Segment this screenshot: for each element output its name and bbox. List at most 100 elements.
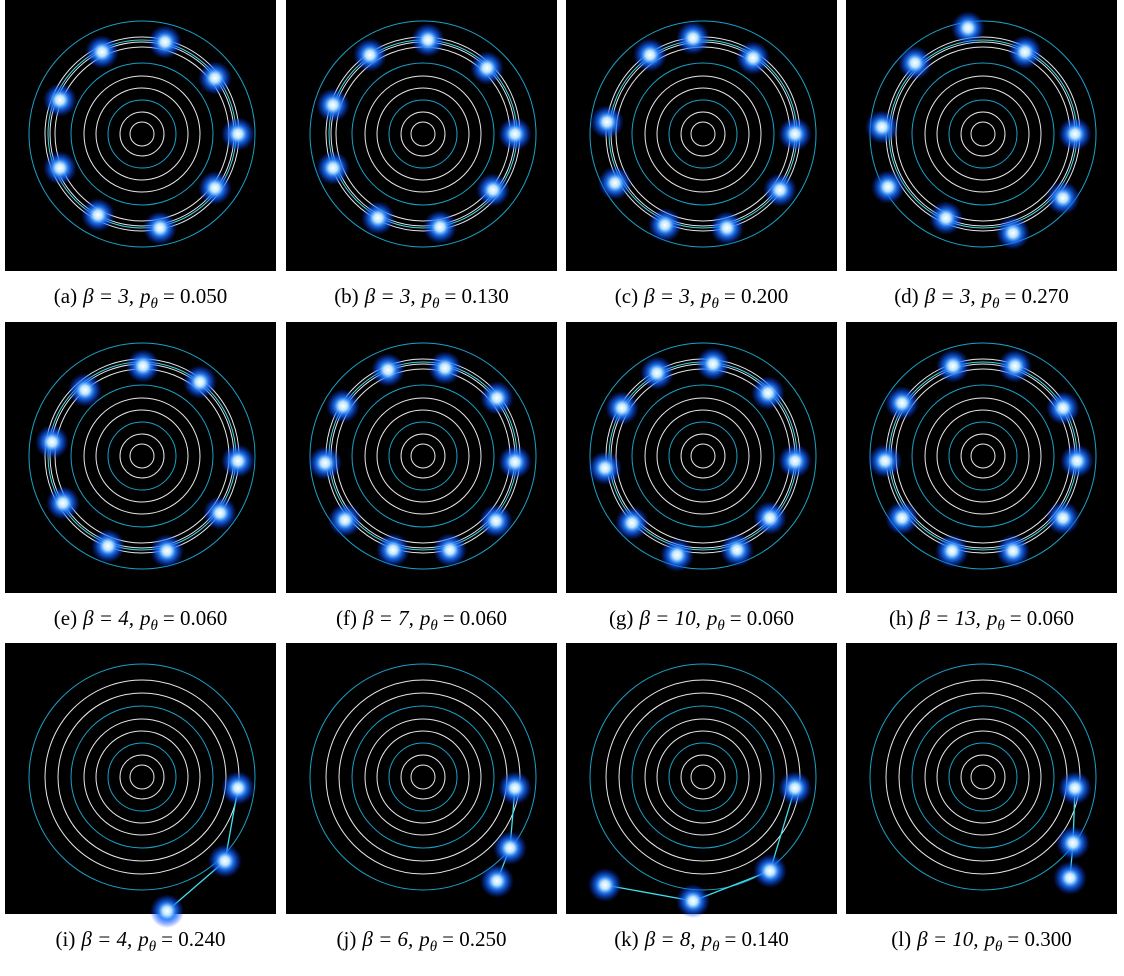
caption-beta: β = 4,: [80, 927, 132, 951]
particle: [423, 210, 457, 244]
particle: [720, 533, 754, 567]
caption-p: p: [980, 284, 993, 308]
caption: (h)β = 13,pθ= 0.060: [889, 606, 1074, 634]
caption-p: p: [138, 284, 151, 308]
particle: [996, 216, 1030, 250]
caption-beta: β = 3,: [364, 284, 416, 308]
particle: [1046, 181, 1080, 215]
particle: [885, 386, 919, 420]
particle: [1058, 117, 1092, 151]
particle: [1058, 771, 1092, 805]
caption-value: = 0.200: [724, 284, 788, 308]
caption-sub: θ: [992, 296, 1000, 312]
particle: [326, 389, 360, 423]
particle: [736, 41, 770, 75]
particle: [1046, 501, 1080, 535]
caption-sub: θ: [717, 618, 725, 634]
particle: [493, 831, 527, 865]
particle: [1060, 444, 1094, 478]
particle: [208, 844, 242, 878]
particle: [615, 506, 649, 540]
caption: (e)β = 4,pθ= 0.060: [54, 606, 227, 634]
particle: [588, 868, 622, 902]
particle: [143, 211, 177, 245]
caption-sub: θ: [711, 296, 719, 312]
particle: [221, 117, 255, 151]
particle: [778, 771, 812, 805]
particle: [753, 854, 787, 888]
particle: [898, 46, 932, 80]
caption-p: p: [700, 927, 713, 951]
caption-sub: θ: [150, 296, 158, 312]
panel: (a)β = 3,pθ= 0.050: [5, 0, 276, 312]
panel: (f)β = 7,pθ= 0.060: [286, 322, 557, 634]
particle: [951, 11, 985, 45]
particle: [183, 365, 217, 399]
caption-p: p: [983, 927, 996, 951]
particle: [480, 381, 514, 415]
particle: [633, 38, 667, 72]
particle: [308, 446, 342, 480]
particle: [936, 349, 970, 383]
particle: [221, 771, 255, 805]
caption-beta: β = 4,: [82, 606, 134, 630]
caption-label: (k): [614, 927, 639, 951]
caption: (i)β = 4,pθ= 0.240: [56, 927, 226, 955]
figure: (a)β = 3,pθ= 0.050(b)β = 3,pθ= 0.130(c)β…: [0, 0, 1124, 976]
caption-label: (a): [54, 284, 77, 308]
particle: [150, 894, 184, 928]
caption-value: = 0.140: [724, 927, 788, 951]
caption-sub: θ: [430, 939, 438, 955]
particle: [885, 501, 919, 535]
panel: (l)β = 10,pθ= 0.300: [846, 643, 1117, 955]
particle: [598, 166, 632, 200]
caption-sub: θ: [712, 939, 720, 955]
caption-beta: β = 6,: [361, 927, 413, 951]
particle: [221, 444, 255, 478]
particle: [865, 110, 899, 144]
particle: [1046, 391, 1080, 425]
caption-p: p: [418, 606, 431, 630]
panel: (g)β = 10,pθ= 0.060: [566, 322, 837, 634]
caption-value: = 0.060: [730, 606, 794, 630]
caption-p: p: [417, 927, 430, 951]
particle: [640, 356, 674, 390]
caption-label: (d): [894, 284, 919, 308]
caption-value: = 0.300: [1007, 927, 1071, 951]
caption-label: (i): [56, 927, 76, 951]
caption-sub: θ: [430, 618, 438, 634]
particle: [676, 21, 710, 55]
caption-sub: θ: [432, 296, 440, 312]
caption-beta: β = 3,: [82, 284, 134, 308]
caption-p: p: [420, 284, 433, 308]
panel: (i)β = 4,pθ= 0.240: [5, 643, 276, 955]
particle: [126, 349, 160, 383]
caption-value: = 0.240: [161, 927, 225, 951]
particle: [81, 198, 115, 232]
particle: [929, 201, 963, 235]
caption-beta: β = 3,: [924, 284, 976, 308]
particle: [476, 173, 510, 207]
particle: [371, 353, 405, 387]
panel: (k)β = 8,pθ= 0.140: [566, 643, 837, 955]
particle: [35, 425, 69, 459]
particle: [998, 349, 1032, 383]
particle: [68, 373, 102, 407]
particle: [433, 533, 467, 567]
particle: [198, 61, 232, 95]
particle: [480, 864, 514, 898]
caption: (b)β = 3,pθ= 0.130: [334, 284, 509, 312]
particle: [660, 538, 694, 572]
particle: [91, 529, 125, 563]
panel: (h)β = 13,pθ= 0.060: [846, 322, 1117, 634]
panel: (b)β = 3,pθ= 0.130: [286, 0, 557, 312]
caption-label: (h): [889, 606, 914, 630]
particle: [868, 444, 902, 478]
panel: (j)β = 6,pθ= 0.250: [286, 643, 557, 955]
panel: (c)β = 3,pθ= 0.200: [566, 0, 837, 312]
caption-p: p: [699, 284, 712, 308]
particle: [411, 23, 445, 57]
particle: [470, 51, 504, 85]
caption-beta: β = 7,: [362, 606, 414, 630]
particle: [353, 38, 387, 72]
